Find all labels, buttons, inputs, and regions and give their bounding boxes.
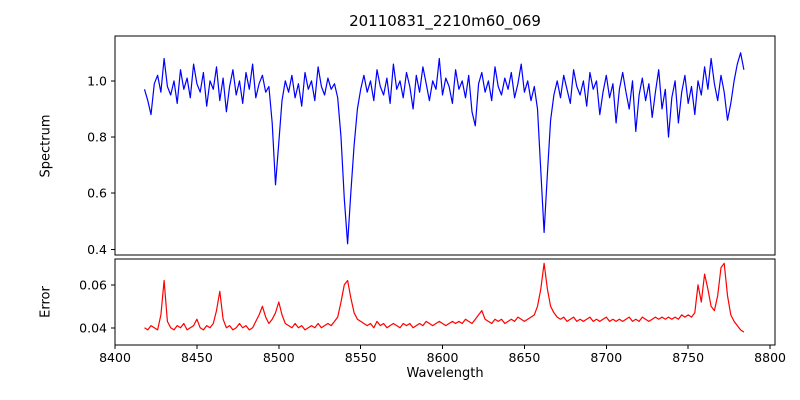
error-axes-box	[114, 258, 776, 346]
spectrum-ytick-label: 0.8	[87, 130, 107, 145]
spectrum-ytick-label: 0.4	[87, 242, 107, 257]
xtick-label: 8400	[99, 350, 131, 365]
plot-title: 20110831_2210m60_069	[349, 12, 541, 30]
xtick-label: 8550	[345, 350, 377, 365]
xtick-label: 8750	[672, 350, 704, 365]
xtick-label: 8600	[427, 350, 459, 365]
x-axis-label: Wavelength	[406, 366, 484, 381]
xtick-label: 8500	[263, 350, 295, 365]
error-ytick-label: 0.04	[79, 320, 107, 335]
xtick-label: 8700	[590, 350, 622, 365]
spectrum-axes-box	[114, 35, 776, 256]
spectrum-line	[143, 52, 745, 245]
spectrum-ytick-label: 1.0	[87, 73, 107, 88]
error-line	[144, 262, 745, 333]
xtick-label: 8450	[181, 350, 213, 365]
spectrum-ytick-label: 0.6	[87, 186, 107, 201]
xtick-label: 8650	[509, 350, 541, 365]
error-ytick-label: 0.06	[79, 277, 107, 292]
xtick-label: 8800	[754, 350, 786, 365]
